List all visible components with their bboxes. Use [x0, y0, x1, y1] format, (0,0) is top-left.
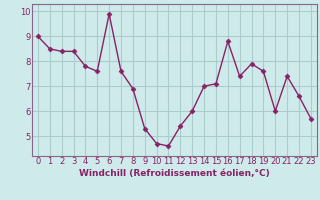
X-axis label: Windchill (Refroidissement éolien,°C): Windchill (Refroidissement éolien,°C): [79, 169, 270, 178]
